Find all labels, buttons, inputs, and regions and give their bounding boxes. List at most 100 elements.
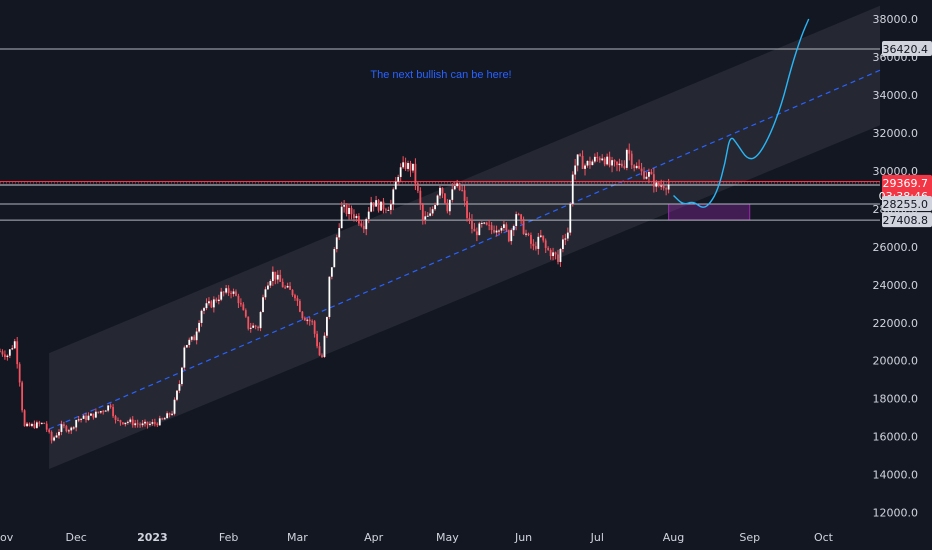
candle-body <box>161 418 164 420</box>
candle-body <box>193 336 196 341</box>
candle-body <box>75 419 78 428</box>
candle-body <box>547 247 550 250</box>
candle-body <box>55 435 58 438</box>
candles <box>0 143 670 444</box>
candle-body <box>453 186 456 190</box>
candle-body <box>409 163 412 171</box>
support-zone-rect <box>668 203 751 221</box>
candle-body <box>566 232 569 239</box>
candle-body <box>466 200 468 218</box>
candle-body <box>633 165 636 169</box>
candle-body <box>648 171 650 177</box>
candle-body <box>0 351 1 353</box>
x-tick-label: Jul <box>590 531 604 544</box>
candle-body <box>581 155 584 169</box>
candle-body <box>394 181 397 190</box>
candle-body <box>426 215 429 217</box>
projection-path[interactable] <box>673 18 810 208</box>
candle-body <box>210 301 213 308</box>
horizontal-levels[interactable] <box>0 48 880 221</box>
price-tag-label: 36420.4 <box>883 43 929 56</box>
candle-body <box>414 163 417 184</box>
candle-body <box>571 174 574 204</box>
candle-body <box>217 299 220 301</box>
candle-body <box>249 327 252 329</box>
candle-body <box>328 276 331 318</box>
candle-body <box>239 303 242 305</box>
candle-body <box>151 422 154 424</box>
x-tick-label: Sep <box>739 531 760 544</box>
y-tick-label: 30000.0 <box>873 165 919 178</box>
candle-body <box>360 223 363 226</box>
candle-body <box>532 243 535 247</box>
candle-body <box>124 422 127 425</box>
candle-body <box>549 249 552 257</box>
candle-body <box>40 422 43 424</box>
candle-body <box>1 351 4 355</box>
candle-body <box>139 424 142 426</box>
y-tick-label: 12000.0 <box>873 507 919 520</box>
candle-body <box>416 183 419 191</box>
candle-body <box>544 240 547 248</box>
candle-body <box>574 165 577 175</box>
candle-body <box>392 189 395 205</box>
candle-body <box>126 421 129 423</box>
candle-body <box>657 182 660 186</box>
candle-body <box>131 419 134 426</box>
candle-body <box>429 213 432 216</box>
candle-body <box>345 205 348 214</box>
candle-body <box>458 183 461 191</box>
candle-body <box>296 298 299 301</box>
candle-body <box>141 423 144 426</box>
candle-body <box>225 288 228 293</box>
candle-body <box>58 431 60 436</box>
candle-body <box>286 285 289 288</box>
candle-body <box>122 422 124 425</box>
candle-body <box>643 171 645 179</box>
candle-body <box>50 431 53 441</box>
candle-body <box>38 422 41 424</box>
candle-body <box>31 424 33 426</box>
y-tick-label: 32000.0 <box>873 127 919 140</box>
candle-body <box>507 230 510 242</box>
candle-body <box>387 209 390 211</box>
x-tick-label: 2023 <box>137 531 168 544</box>
candle-body <box>230 292 232 294</box>
candle-body <box>480 222 483 224</box>
candle-body <box>94 411 97 418</box>
candle-body <box>601 158 604 161</box>
x-tick-label: May <box>436 531 459 544</box>
candle-body <box>33 424 36 428</box>
candle-body <box>244 310 247 317</box>
bullish-annotation[interactable]: The next bullish can be here! <box>370 69 511 81</box>
candle-body <box>183 347 186 368</box>
candle-body <box>18 364 21 383</box>
candle-body <box>156 423 159 426</box>
candle-body <box>235 291 237 296</box>
candle-body <box>338 228 341 238</box>
parallel-channel[interactable] <box>48 5 881 469</box>
y-tick-label: 24000.0 <box>873 279 919 292</box>
price-tag-bg <box>882 40 932 56</box>
candle-body <box>65 426 68 432</box>
candle-body <box>667 184 670 190</box>
candle-body <box>335 237 338 250</box>
x-tick-label: Apr <box>364 531 384 544</box>
candle-body <box>534 246 537 249</box>
candle-body <box>48 429 51 432</box>
candle-body <box>576 154 579 166</box>
candle-body <box>85 415 87 420</box>
candle-body <box>380 201 382 211</box>
candle-body <box>441 187 444 194</box>
candle-body <box>530 235 532 244</box>
candle-body <box>623 166 626 168</box>
candle-body <box>552 252 554 257</box>
candle-body <box>222 291 225 293</box>
candle-body <box>407 163 409 169</box>
candle-body <box>596 156 599 159</box>
candle-body <box>618 163 621 166</box>
support-zone[interactable] <box>668 203 751 221</box>
candle-body <box>232 291 235 294</box>
candle-body <box>200 310 203 323</box>
